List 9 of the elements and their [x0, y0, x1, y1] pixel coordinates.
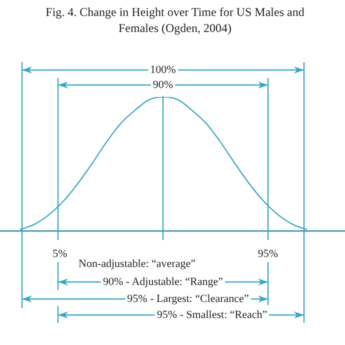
- text: 95%: [256, 248, 280, 260]
- text: 100%: [148, 64, 178, 76]
- text: 90% - Adjustable: “Range”: [100, 276, 226, 288]
- text: 95% - Smallest: “Reach”: [154, 309, 270, 321]
- text: 90%: [150, 79, 176, 91]
- chart-title: Fig. 4. Change in Height over Time for US Males and Females (Ogden, 2004): [44, 4, 306, 36]
- text: 95% - Largest: “Clearance”: [125, 293, 251, 305]
- text: Non-adjustable: “average”: [78, 258, 196, 270]
- text: 5%: [52, 248, 68, 260]
